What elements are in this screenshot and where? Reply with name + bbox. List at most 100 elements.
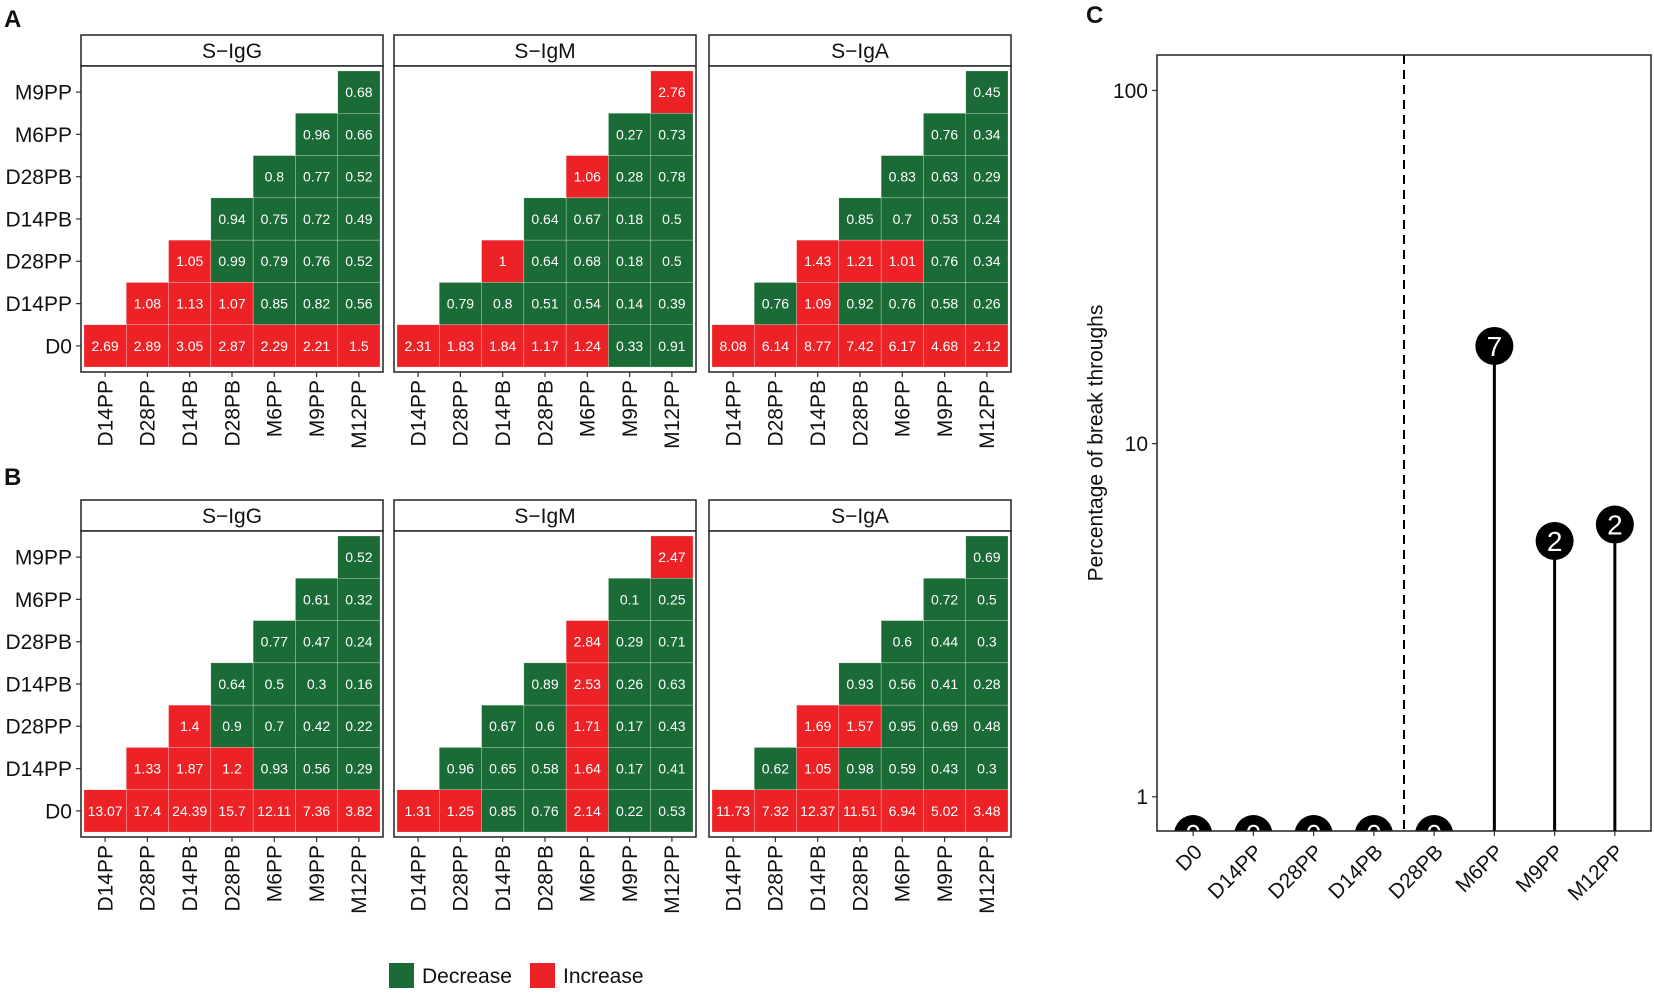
x-tick-label: M6PP [1451,840,1508,897]
cell-value: 0.68 [574,253,601,269]
cell-value: 0.5 [662,253,682,269]
cell-value: 0.45 [973,84,1000,100]
heatmap-cell [838,324,882,368]
cell-value: 1.64 [574,761,601,777]
cell-value: 0.52 [345,253,372,269]
heatmap-cell [210,704,254,748]
heatmap-facet: S−IgG 0.52 0.61 0.32 0.77 0.47 0.24 0.64 0.5 0.3 0… [80,499,384,914]
heatmap-cell [965,704,1009,748]
heatmap-cell [337,155,381,199]
column-label: M6PP [892,380,915,437]
heatmap-cell [168,789,212,833]
column-label: D28PP [450,380,473,447]
heatmap-cell [565,789,609,833]
heatmap-cell [210,789,254,833]
cell-value: 0.25 [658,591,685,607]
lollipop-point [1294,815,1333,831]
cell-value: 1.01 [889,253,916,269]
panel-label: C [1086,2,1103,29]
legend-label: Increase [563,965,644,988]
heatmap-cell [565,662,609,706]
heatmap-cell [711,324,755,368]
cell-value: 0.43 [931,761,958,777]
x-tick-label: D14PP [1204,840,1267,903]
cell-value: 0.79 [261,253,288,269]
heatmap-facet: S−IgM 2.76 0.27 0.73 1.06 0.28 0.78 0.64 0.67 0.1… [393,34,697,449]
heatmap-cell [210,197,254,241]
heatmap-cell [126,789,169,833]
cell-value: 0.53 [658,803,685,819]
heatmap-cell [565,324,609,368]
lollipop-point [1415,815,1453,831]
legend-swatch [530,963,555,988]
plot-border [1156,54,1652,832]
cell-value: 0.28 [616,169,643,185]
heatmap-cell [608,282,652,326]
cell-value: 0.94 [218,211,245,227]
heatmap-facet: S−IgA 0.45 0.76 0.34 0.83 0.63 0.29 0.85 0.7 0.53… [708,34,1012,449]
facet-strip [708,34,1012,67]
cell-value: 1.05 [804,761,831,777]
cell-value: 2.69 [91,338,118,354]
row-label: D28PB [5,166,72,189]
heatmap-cell [880,789,924,833]
column-label: D14PP [407,845,430,912]
row-label: D28PP [5,251,72,274]
cell-value: 0.52 [345,549,372,565]
heatmap-cell [608,155,652,199]
cell-value: 1.69 [804,718,831,734]
lollipop-point [1595,505,1634,544]
row-label: D14PB [5,673,72,696]
heatmap-cell [880,282,924,326]
cell-value: 0.85 [846,211,873,227]
point-label: 0 [1366,819,1382,850]
cell-value: 1.83 [447,338,474,354]
heatmap-cell [838,789,882,833]
heatmap-cell [83,324,127,368]
cell-value: 2.12 [973,338,1000,354]
column-label: M12PP [661,380,684,449]
legend: Decrease Increase [389,963,644,988]
heatmap-cell [650,535,694,579]
cell-value: 0.93 [846,676,873,692]
heatmap-cell [754,282,797,326]
column-label: D14PB [179,845,202,912]
cell-value: 1.57 [846,718,873,734]
heatmap-cell [168,282,212,326]
heatmap-cell [337,197,381,241]
cell-value: 4.68 [931,338,958,354]
heatmap-facet: S−IgM 2.47 0.1 0.25 2.84 0.29 0.71 0.89 2.53 0.26… [393,499,697,914]
heatmap-cell [838,239,882,283]
cell-value: 0.52 [345,169,372,185]
cell-value: 0.42 [303,718,330,734]
row-label: D0 [45,800,72,823]
cell-value: 1.06 [574,169,601,185]
cell-value: 1.05 [176,253,203,269]
cell-value: 12.11 [257,803,291,819]
cell-value: 0.3 [977,761,997,777]
heatmap-cell [252,239,296,283]
heatmap-cell [650,324,694,368]
heatmap-cell [796,239,840,283]
heatmap-cell [126,747,169,791]
legend-label: Decrease [422,965,512,988]
column-label: M9PP [306,845,329,902]
point-label: 2 [1547,526,1563,557]
cell-value: 1.17 [531,338,558,354]
cell-value: 1.08 [134,296,161,312]
heatmap-panel: M9PP M6PP D28PB D14PB D28PP D14PP D0 S−IgG 0.52 0… [5,499,1012,914]
heatmap-cell [252,282,296,326]
heatmap-cell [337,704,381,748]
point-label: 2 [1607,509,1623,540]
column-label: M12PP [976,845,999,914]
cell-value: 0.59 [889,761,916,777]
cell-value: 0.98 [846,761,873,777]
cell-value: 1 [499,253,507,269]
column-label: D28PP [137,845,160,912]
cell-value: 1.2 [222,761,242,777]
y-axis-title: Percentage of break throughs [1084,305,1107,582]
x-tick-label: D28PB [1385,840,1448,903]
heatmap-cell [252,704,296,748]
heatmap-cell [252,747,296,791]
